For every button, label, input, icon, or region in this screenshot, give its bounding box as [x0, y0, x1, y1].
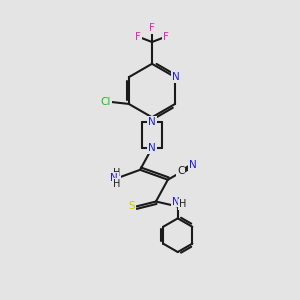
- Text: C: C: [177, 166, 184, 176]
- Text: N: N: [148, 143, 156, 153]
- Text: F: F: [149, 23, 155, 33]
- Text: Cl: Cl: [101, 97, 111, 107]
- Text: F: F: [163, 32, 169, 42]
- Text: N: N: [172, 72, 180, 82]
- Text: H: H: [112, 179, 120, 189]
- Text: F: F: [135, 32, 141, 42]
- Text: S: S: [129, 202, 136, 212]
- Text: N: N: [110, 173, 118, 183]
- Text: H: H: [179, 200, 186, 209]
- Text: N: N: [172, 196, 180, 206]
- Text: N: N: [189, 160, 196, 170]
- Text: N: N: [148, 117, 156, 127]
- Text: H: H: [112, 168, 120, 178]
